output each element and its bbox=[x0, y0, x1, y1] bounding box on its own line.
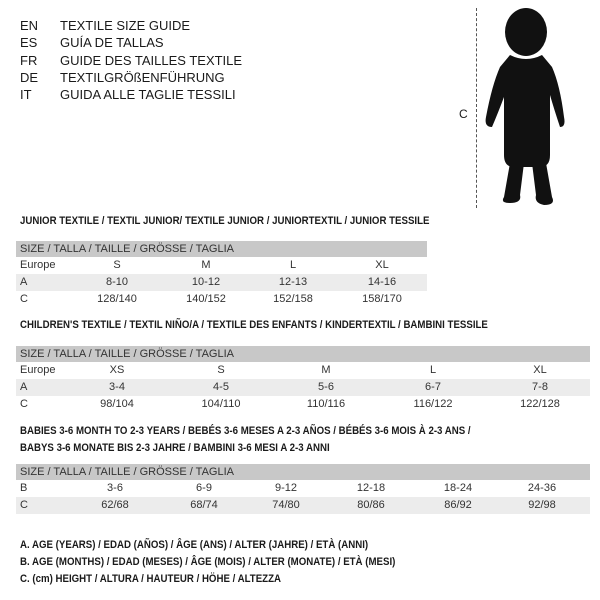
table-cell: 116/122 bbox=[413, 398, 453, 410]
table-cell: S bbox=[217, 364, 225, 376]
row-label: C bbox=[20, 499, 28, 511]
row-label: Europe bbox=[20, 364, 56, 376]
children-size-header: SIZE / TALLA / TAILLE / GRÖSSE / TAGLIA bbox=[16, 346, 590, 362]
table-cell: 62/68 bbox=[101, 499, 129, 511]
table-cell: 5-6 bbox=[318, 381, 334, 393]
table-cell: 18-24 bbox=[443, 482, 473, 494]
legend-item: A. AGE (YEARS) / EDAD (AÑOS) / ÂGE (ANS)… bbox=[20, 539, 369, 551]
table-cell: M bbox=[201, 259, 211, 271]
height-line bbox=[476, 8, 477, 208]
junior-size-header: SIZE / TALLA / TAILLE / GRÖSSE / TAGLIA bbox=[16, 241, 427, 257]
table-cell: 68/74 bbox=[190, 499, 218, 511]
table-cell: L bbox=[429, 364, 437, 376]
junior-title: JUNIOR TEXTILE / TEXTIL JUNIOR/ TEXTILE … bbox=[20, 215, 430, 227]
table-cell: 3-4 bbox=[109, 381, 125, 393]
table-row: A 8-10 10-12 12-13 14-16 bbox=[16, 274, 427, 291]
table-cell: 86/92 bbox=[444, 499, 472, 511]
table-cell: 104/110 bbox=[201, 398, 241, 410]
table-cell: 110/116 bbox=[306, 398, 346, 410]
table-cell: L bbox=[289, 259, 297, 271]
language-code: EN bbox=[20, 18, 39, 33]
babies-title-line1: BABIES 3-6 MONTH TO 2-3 YEARS / BEBÉS 3-… bbox=[20, 425, 471, 437]
row-label: C bbox=[20, 398, 28, 410]
table-cell: 14-16 bbox=[367, 276, 397, 288]
table-cell: 10-12 bbox=[191, 276, 221, 288]
language-code: FR bbox=[20, 52, 38, 68]
table-cell: 12-18 bbox=[356, 482, 386, 494]
language-title: GUÍA DE TALLAS bbox=[60, 35, 164, 51]
table-cell: XS bbox=[109, 364, 125, 376]
language-code: ES bbox=[20, 35, 38, 51]
table-cell: 74/80 bbox=[272, 499, 300, 511]
table-row: Europe XS S M L XL bbox=[16, 362, 590, 379]
language-code: IT bbox=[20, 87, 32, 103]
table-cell: 7-8 bbox=[532, 381, 548, 393]
table-row: C 62/68 68/74 74/80 80/86 86/92 92/98 bbox=[16, 497, 590, 514]
language-title: TEXTILE SIZE GUIDE bbox=[60, 18, 191, 33]
table-cell: XL bbox=[375, 259, 389, 271]
table-row: A 3-4 4-5 5-6 6-7 7-8 bbox=[16, 379, 590, 396]
table-cell: 122/128 bbox=[520, 398, 560, 410]
table-cell: 140/152 bbox=[186, 293, 226, 305]
table-row: C 98/104 104/110 110/116 116/122 122/128 bbox=[16, 396, 590, 413]
child-silhouette-icon bbox=[485, 8, 565, 205]
table-cell: 6-7 bbox=[425, 381, 441, 393]
table-cell: 8-10 bbox=[105, 276, 129, 288]
table-cell: XL bbox=[533, 364, 547, 376]
babies-size-header: SIZE / TALLA / TAILLE / GRÖSSE / TAGLIA bbox=[16, 464, 590, 480]
language-title: TEXTILGRÖßENFÜHRUNG bbox=[60, 69, 225, 85]
row-label: B bbox=[20, 482, 28, 494]
legend-item: B. AGE (MONTHS) / EDAD (MESES) / ÂGE (MO… bbox=[20, 556, 396, 568]
table-cell: 92/98 bbox=[528, 499, 556, 511]
table-cell: 98/104 bbox=[100, 398, 134, 410]
row-label: Europe bbox=[20, 259, 56, 271]
table-row: Europe S M L XL bbox=[16, 257, 427, 274]
table-cell: 6-9 bbox=[196, 482, 212, 494]
children-title: CHILDREN'S TEXTILE / TEXTIL NIÑO/A / TEX… bbox=[20, 319, 488, 331]
legend-item: C. (cm) HEIGHT / ALTURA / HAUTEUR / HÖHE… bbox=[20, 573, 282, 585]
table-cell: 3-6 bbox=[107, 482, 123, 494]
table-cell: 12-13 bbox=[278, 276, 308, 288]
language-code: DE bbox=[20, 69, 39, 85]
table-cell: 80/86 bbox=[357, 499, 385, 511]
height-label: C bbox=[459, 107, 468, 121]
table-cell: 4-5 bbox=[213, 381, 229, 393]
row-label: C bbox=[20, 293, 28, 305]
table-row: B 3-6 6-9 9-12 12-18 18-24 24-36 bbox=[16, 480, 590, 497]
table-cell: 152/158 bbox=[273, 293, 313, 305]
table-cell: S bbox=[113, 259, 121, 271]
table-cell: 158/170 bbox=[362, 293, 402, 305]
table-cell: 24-36 bbox=[527, 482, 557, 494]
babies-title-line2: BABYS 3-6 MONATE BIS 2-3 JAHRE / BAMBINI… bbox=[20, 442, 330, 454]
row-label: A bbox=[20, 381, 28, 393]
table-row: C 128/140 140/152 152/158 158/170 bbox=[16, 291, 427, 308]
language-title: GUIDA ALLE TAGLIE TESSILI bbox=[60, 87, 236, 103]
table-cell: 9-12 bbox=[274, 482, 298, 494]
table-cell: 128/140 bbox=[97, 293, 137, 305]
row-label: A bbox=[20, 276, 28, 288]
language-title: GUIDE DES TAILLES TEXTILE bbox=[60, 52, 243, 68]
table-cell: M bbox=[321, 364, 331, 376]
